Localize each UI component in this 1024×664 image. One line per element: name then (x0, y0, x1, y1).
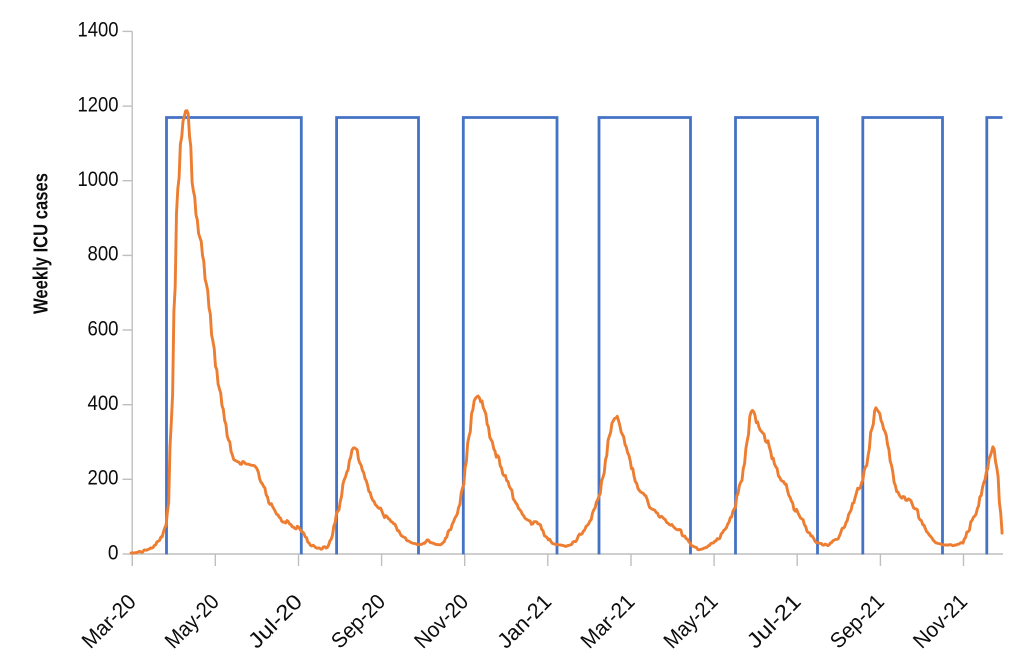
svg-text:Weekly ICU cases: Weekly ICU cases (31, 173, 53, 314)
svg-text:1000: 1000 (78, 167, 119, 191)
svg-text:400: 400 (88, 391, 119, 415)
svg-text:1400: 1400 (78, 18, 119, 42)
svg-text:800: 800 (88, 242, 119, 266)
svg-text:0: 0 (108, 540, 119, 564)
svg-text:600: 600 (88, 316, 119, 340)
svg-text:1200: 1200 (78, 92, 119, 116)
svg-text:200: 200 (88, 466, 119, 490)
